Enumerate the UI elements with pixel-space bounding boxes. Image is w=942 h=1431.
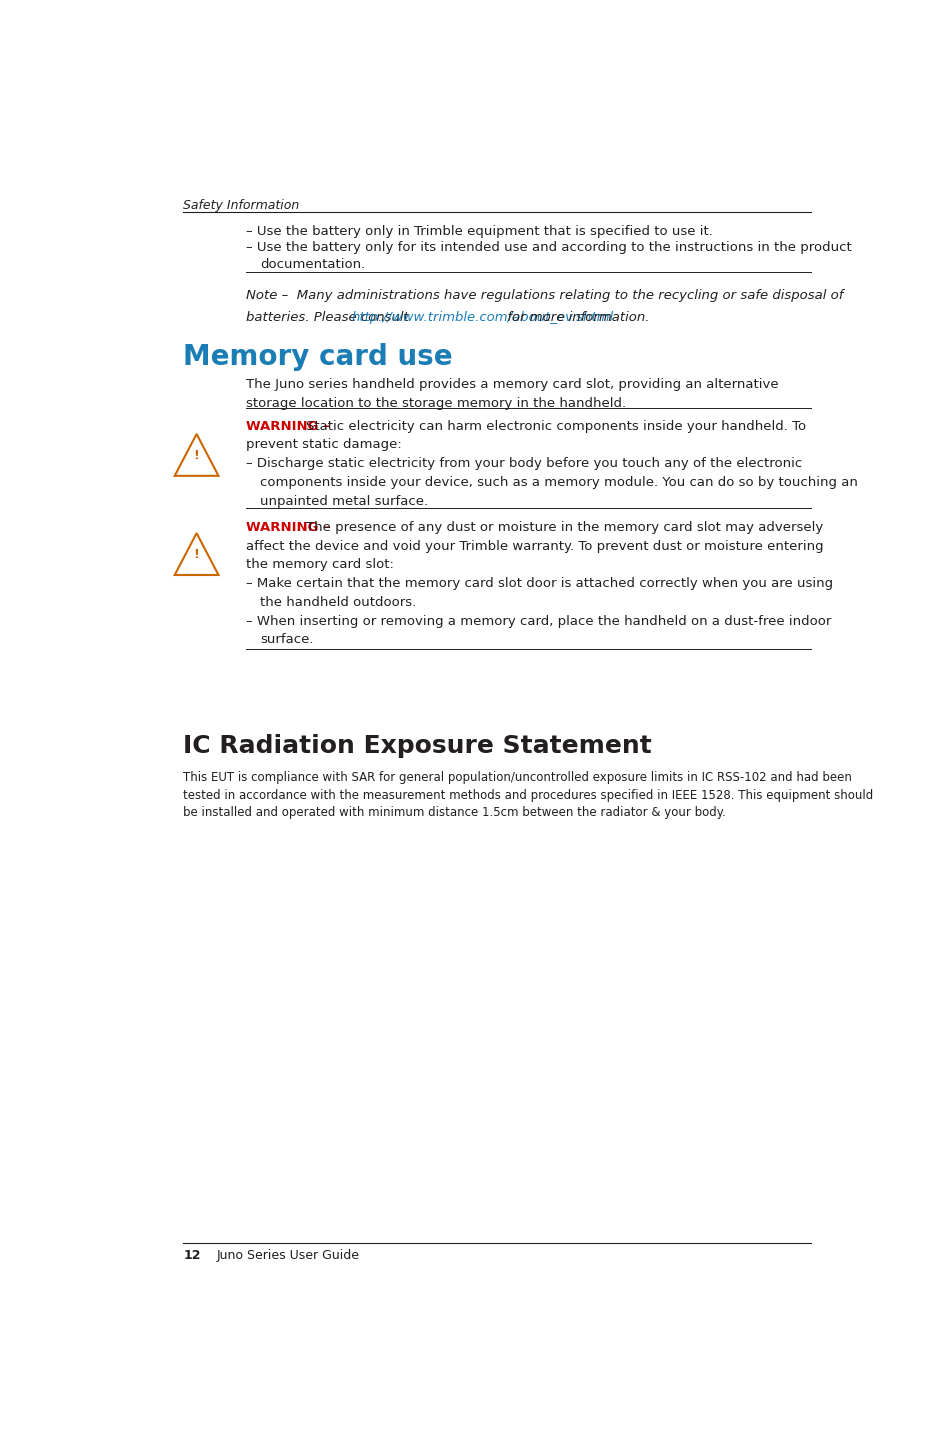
Text: – Use the battery only for its intended use and according to the instructions in: – Use the battery only for its intended … bbox=[246, 242, 852, 255]
Text: the memory card slot:: the memory card slot: bbox=[246, 558, 394, 571]
Text: The presence of any dust or moisture in the memory card slot may adversely: The presence of any dust or moisture in … bbox=[306, 521, 823, 534]
Text: http://www.trimble.com/about_ev.shtml: http://www.trimble.com/about_ev.shtml bbox=[351, 311, 614, 323]
Text: IC Radiation Exposure Statement: IC Radiation Exposure Statement bbox=[184, 734, 652, 757]
Text: components inside your device, such as a memory module. You can do so by touchin: components inside your device, such as a… bbox=[260, 477, 858, 489]
Text: batteries. Please consult: batteries. Please consult bbox=[246, 311, 413, 323]
Text: storage location to the storage memory in the handheld.: storage location to the storage memory i… bbox=[246, 396, 625, 409]
Text: Juno Series User Guide: Juno Series User Guide bbox=[217, 1249, 359, 1262]
Text: Safety Information: Safety Information bbox=[184, 199, 300, 212]
Text: unpainted metal surface.: unpainted metal surface. bbox=[260, 495, 429, 508]
Text: 12: 12 bbox=[184, 1249, 201, 1262]
Text: for more information.: for more information. bbox=[503, 311, 650, 323]
Text: – When inserting or removing a memory card, place the handheld on a dust-free in: – When inserting or removing a memory ca… bbox=[246, 615, 831, 628]
Text: affect the device and void your Trimble warranty. To prevent dust or moisture en: affect the device and void your Trimble … bbox=[246, 539, 823, 552]
Text: Note –  Many administrations have regulations relating to the recycling or safe : Note – Many administrations have regulat… bbox=[246, 289, 843, 302]
Text: WARNING –: WARNING – bbox=[246, 419, 330, 432]
Text: The Juno series handheld provides a memory card slot, providing an alternative: The Juno series handheld provides a memo… bbox=[246, 378, 778, 391]
Text: WARNING –: WARNING – bbox=[246, 521, 330, 534]
Text: documentation.: documentation. bbox=[260, 258, 365, 270]
Text: be installed and operated with minimum distance 1.5cm between the radiator & you: be installed and operated with minimum d… bbox=[184, 807, 726, 820]
Text: This EUT is compliance with SAR for general population/uncontrolled exposure lim: This EUT is compliance with SAR for gene… bbox=[184, 771, 853, 784]
Text: – Use the battery only in Trimble equipment that is specified to use it.: – Use the battery only in Trimble equipm… bbox=[246, 225, 712, 238]
Text: – Discharge static electricity from your body before you touch any of the electr: – Discharge static electricity from your… bbox=[246, 456, 802, 471]
Text: !: ! bbox=[194, 548, 200, 561]
Text: Memory card use: Memory card use bbox=[184, 342, 453, 371]
Text: the handheld outdoors.: the handheld outdoors. bbox=[260, 595, 416, 610]
Text: Static electricity can harm electronic components inside your handheld. To: Static electricity can harm electronic c… bbox=[306, 419, 806, 432]
Text: prevent static damage:: prevent static damage: bbox=[246, 438, 401, 451]
Text: tested in accordance with the measurement methods and procedures specified in IE: tested in accordance with the measuremen… bbox=[184, 788, 873, 801]
Text: – Make certain that the memory card slot door is attached correctly when you are: – Make certain that the memory card slot… bbox=[246, 577, 833, 590]
Text: !: ! bbox=[194, 449, 200, 462]
Text: surface.: surface. bbox=[260, 634, 314, 647]
